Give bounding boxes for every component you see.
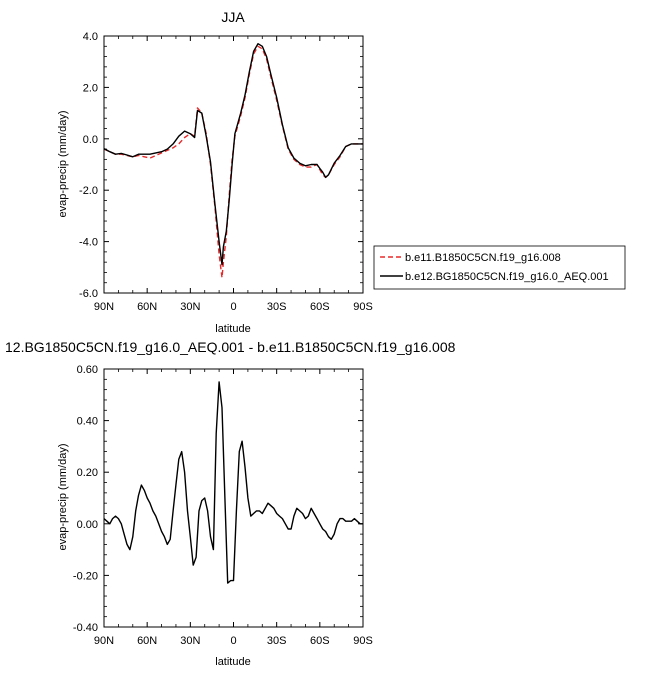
- chart-bottom-y-tick-label: 0.20: [77, 467, 98, 479]
- chart-bottom-title: 12.BG1850C5CN.f19_g16.0_AEQ.001 - b.e11.…: [5, 339, 456, 355]
- chart-top-x-tick-label: 60N: [137, 301, 157, 313]
- legend-label-series-1: b.e12.BG1850C5CN.f19_g16.0_AEQ.001: [405, 271, 609, 283]
- chart-top-x-tick-label: 30N: [180, 301, 200, 313]
- chart-top-title: JJA: [221, 9, 245, 25]
- chart-bottom-x-tick-label: 90S: [353, 635, 373, 647]
- chart-top-x-tick-label: 30S: [267, 301, 287, 313]
- chart-bottom-x-tick-label: 0: [230, 635, 236, 647]
- chart-top-series-line-1: [103, 43, 363, 266]
- chart-top-x-axis-label: latitude: [215, 323, 250, 335]
- chart-top-y-tick-label: 4.0: [83, 31, 98, 43]
- chart-bottom-y-ticks: 0.60 0.40 0.20 0.00 -0.20 -0.40: [73, 364, 363, 634]
- chart-top-x-tick-label: 0: [230, 301, 236, 313]
- chart-top-x-tick-label: 90S: [353, 301, 373, 313]
- chart-top-y-tick-label: 2.0: [83, 82, 98, 94]
- chart-top-y-tick-label: -4.0: [79, 237, 98, 249]
- chart-bottom-series-line-0: [103, 381, 363, 584]
- legend-label-series-0: b.e11.B1850C5CN.f19_g16.008: [405, 252, 561, 264]
- chart-bottom-y-tick-label: 0.00: [77, 519, 98, 531]
- chart-bottom-x-tick-label: 60N: [137, 635, 157, 647]
- chart-bottom-y-tick-label: 0.40: [77, 416, 98, 428]
- chart-top-y-axis-label: evap-precip (mm/day): [57, 111, 69, 218]
- legend-box: [373, 245, 626, 290]
- chart-top-y-tick-label: -6.0: [79, 288, 98, 300]
- chart-bottom-x-tick-label: 90N: [94, 635, 114, 647]
- chart-bottom-plot-frame: [103, 368, 364, 628]
- chart-top-series-line-0: [103, 45, 363, 279]
- chart-bottom-x-tick-label: 30N: [180, 635, 200, 647]
- chart-top-x-ticks: 90N 60N 30N 0 30S 60S 90S: [94, 36, 373, 313]
- chart-top-plot-frame: [103, 35, 364, 294]
- chart-bottom: 12.BG1850C5CN.f19_g16.0_AEQ.001 - b.e11.…: [5, 339, 456, 668]
- chart-bottom-y-tick-label: -0.20: [73, 570, 98, 582]
- chart-top-series: [103, 43, 363, 279]
- chart-top: JJA 4.0 2.0 0.0 -2.0 -4.0 -6.0 90N 60N 30N 0 30S 6…: [57, 9, 626, 335]
- chart-bottom-y-axis-label: evap-precip (mm/day): [57, 444, 69, 551]
- chart-bottom-series: [103, 381, 363, 584]
- chart-bottom-y-tick-label: 0.60: [77, 364, 98, 376]
- chart-top-y-tick-label: 0.0: [83, 134, 98, 146]
- chart-top-x-tick-label: 90N: [94, 301, 114, 313]
- chart-top-x-tick-label: 60S: [310, 301, 330, 313]
- chart-bottom-x-tick-label: 60S: [310, 635, 330, 647]
- chart-bottom-y-tick-label: -0.40: [73, 622, 98, 634]
- chart-top-y-tick-label: -2.0: [79, 185, 98, 197]
- chart-top-legend: b.e11.B1850C5CN.f19_g16.008 b.e12.BG1850…: [373, 245, 626, 290]
- chart-bottom-x-axis-label: latitude: [215, 656, 250, 668]
- chart-top-y-minor-ticks: [104, 45, 363, 284]
- chart-bottom-x-tick-label: 30S: [267, 635, 287, 647]
